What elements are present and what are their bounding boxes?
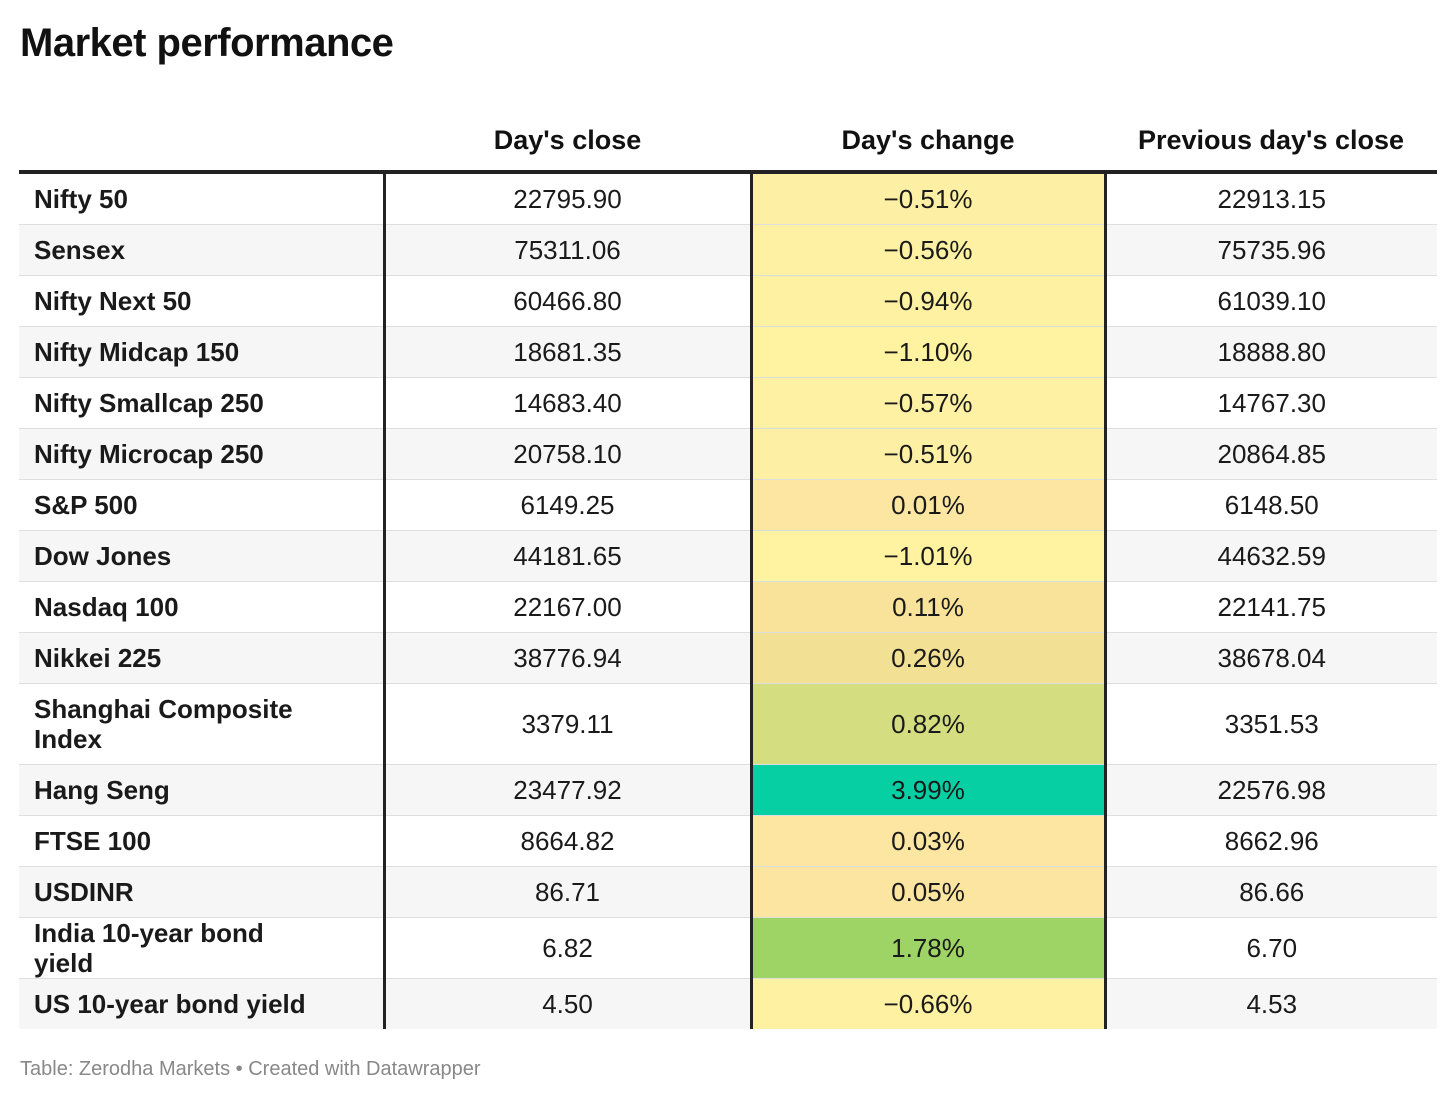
row-name-cell: FTSE 100 (19, 815, 386, 867)
row-name-cell: US 10-year bond yield (19, 978, 386, 1029)
days-change-cell: −1.10% (751, 326, 1107, 378)
table-body: Nifty 50 22795.90 −0.51% 22913.15 Sensex 7531… (19, 172, 1437, 1029)
days-close-cell: 6149.25 (384, 479, 753, 531)
days-change-cell: −0.56% (751, 224, 1107, 276)
table-row: Nikkei 225 38776.94 0.26% 38678.04 (19, 632, 1437, 684)
table-row: Nifty 50 22795.90 −0.51% 22913.15 (19, 172, 1437, 225)
days-change-cell: −0.57% (751, 377, 1107, 429)
days-close-cell: 38776.94 (384, 632, 753, 684)
days-change-cell: 0.11% (751, 581, 1107, 633)
days-close-cell: 8664.82 (384, 815, 753, 867)
page-title: Market performance (20, 21, 394, 65)
previous-close-cell: 4.53 (1105, 978, 1437, 1029)
table-row: India 10-year bond yield 6.82 1.78% 6.70 (19, 917, 1437, 979)
row-name-cell: Nifty 50 (19, 172, 386, 225)
column-header-previous-close[interactable]: Previous day's close (1105, 110, 1437, 174)
previous-close-cell: 20864.85 (1105, 428, 1437, 480)
row-name-cell: S&P 500 (19, 479, 386, 531)
table-row: Hang Seng 23477.92 3.99% 22576.98 (19, 764, 1437, 816)
days-close-cell: 4.50 (384, 978, 753, 1029)
days-change-cell: 0.05% (751, 866, 1107, 918)
previous-close-cell: 75735.96 (1105, 224, 1437, 276)
table-row: S&P 500 6149.25 0.01% 6148.50 (19, 479, 1437, 531)
table-header-row: Day's close Day's change Previous day's … (19, 110, 1437, 174)
days-close-cell: 44181.65 (384, 530, 753, 582)
table-row: Nifty Smallcap 250 14683.40 −0.57% 14767.30 (19, 377, 1437, 429)
column-header-days-close[interactable]: Day's close (384, 110, 751, 174)
days-change-cell: 0.03% (751, 815, 1107, 867)
market-performance-table: Day's close Day's change Previous day's … (19, 110, 1437, 1029)
previous-close-cell: 3351.53 (1105, 683, 1437, 765)
days-change-cell: −1.01% (751, 530, 1107, 582)
table-row: Dow Jones 44181.65 −1.01% 44632.59 (19, 530, 1437, 582)
row-name-cell: Nifty Midcap 150 (19, 326, 386, 378)
row-name-cell: Hang Seng (19, 764, 386, 816)
table-row: Nifty Next 50 60466.80 −0.94% 61039.10 (19, 275, 1437, 327)
row-name-cell: Nikkei 225 (19, 632, 386, 684)
previous-close-cell: 38678.04 (1105, 632, 1437, 684)
row-name-cell: Nifty Next 50 (19, 275, 386, 327)
days-close-cell: 14683.40 (384, 377, 753, 429)
table-row: US 10-year bond yield 4.50 −0.66% 4.53 (19, 978, 1437, 1029)
previous-close-cell: 22913.15 (1105, 172, 1437, 225)
days-change-cell: 0.82% (751, 683, 1107, 765)
days-close-cell: 23477.92 (384, 764, 753, 816)
previous-close-cell: 22576.98 (1105, 764, 1437, 816)
table-row: Nifty Microcap 250 20758.10 −0.51% 20864.85 (19, 428, 1437, 480)
days-close-cell: 22795.90 (384, 172, 753, 225)
days-close-cell: 18681.35 (384, 326, 753, 378)
days-close-cell: 86.71 (384, 866, 753, 918)
table-row: Nifty Midcap 150 18681.35 −1.10% 18888.80 (19, 326, 1437, 378)
previous-close-cell: 18888.80 (1105, 326, 1437, 378)
row-name-cell: India 10-year bond yield (19, 917, 386, 979)
days-change-cell: −0.94% (751, 275, 1107, 327)
days-change-cell: 0.26% (751, 632, 1107, 684)
table-row: Nasdaq 100 22167.00 0.11% 22141.75 (19, 581, 1437, 633)
days-change-cell: 0.01% (751, 479, 1107, 531)
days-close-cell: 60466.80 (384, 275, 753, 327)
table-row: USDINR 86.71 0.05% 86.66 (19, 866, 1437, 918)
previous-close-cell: 22141.75 (1105, 581, 1437, 633)
row-name-cell: Nifty Microcap 250 (19, 428, 386, 480)
previous-close-cell: 8662.96 (1105, 815, 1437, 867)
previous-close-cell: 14767.30 (1105, 377, 1437, 429)
days-change-cell: 3.99% (751, 764, 1107, 816)
column-header-days-change[interactable]: Day's change (751, 110, 1105, 174)
row-name-cell: Nifty Smallcap 250 (19, 377, 386, 429)
days-change-cell: −0.51% (751, 428, 1107, 480)
days-change-cell: 1.78% (751, 917, 1107, 979)
row-name-cell: USDINR (19, 866, 386, 918)
column-header-name[interactable] (19, 110, 384, 174)
table-row: Sensex 75311.06 −0.56% 75735.96 (19, 224, 1437, 276)
previous-close-cell: 6.70 (1105, 917, 1437, 979)
table-row: Shanghai Composite Index 3379.11 0.82% 3351… (19, 683, 1437, 765)
table-row: FTSE 100 8664.82 0.03% 8662.96 (19, 815, 1437, 867)
row-name-cell: Sensex (19, 224, 386, 276)
previous-close-cell: 44632.59 (1105, 530, 1437, 582)
days-change-cell: −0.66% (751, 978, 1107, 1029)
days-close-cell: 20758.10 (384, 428, 753, 480)
days-close-cell: 75311.06 (384, 224, 753, 276)
days-close-cell: 6.82 (384, 917, 753, 979)
previous-close-cell: 6148.50 (1105, 479, 1437, 531)
previous-close-cell: 61039.10 (1105, 275, 1437, 327)
days-close-cell: 3379.11 (384, 683, 753, 765)
days-close-cell: 22167.00 (384, 581, 753, 633)
source-note: Table: Zerodha Markets • Created with Da… (20, 1058, 481, 1080)
row-name-cell: Shanghai Composite Index (19, 683, 386, 765)
row-name-cell: Nasdaq 100 (19, 581, 386, 633)
row-name-cell: Dow Jones (19, 530, 386, 582)
days-change-cell: −0.51% (751, 172, 1107, 225)
previous-close-cell: 86.66 (1105, 866, 1437, 918)
